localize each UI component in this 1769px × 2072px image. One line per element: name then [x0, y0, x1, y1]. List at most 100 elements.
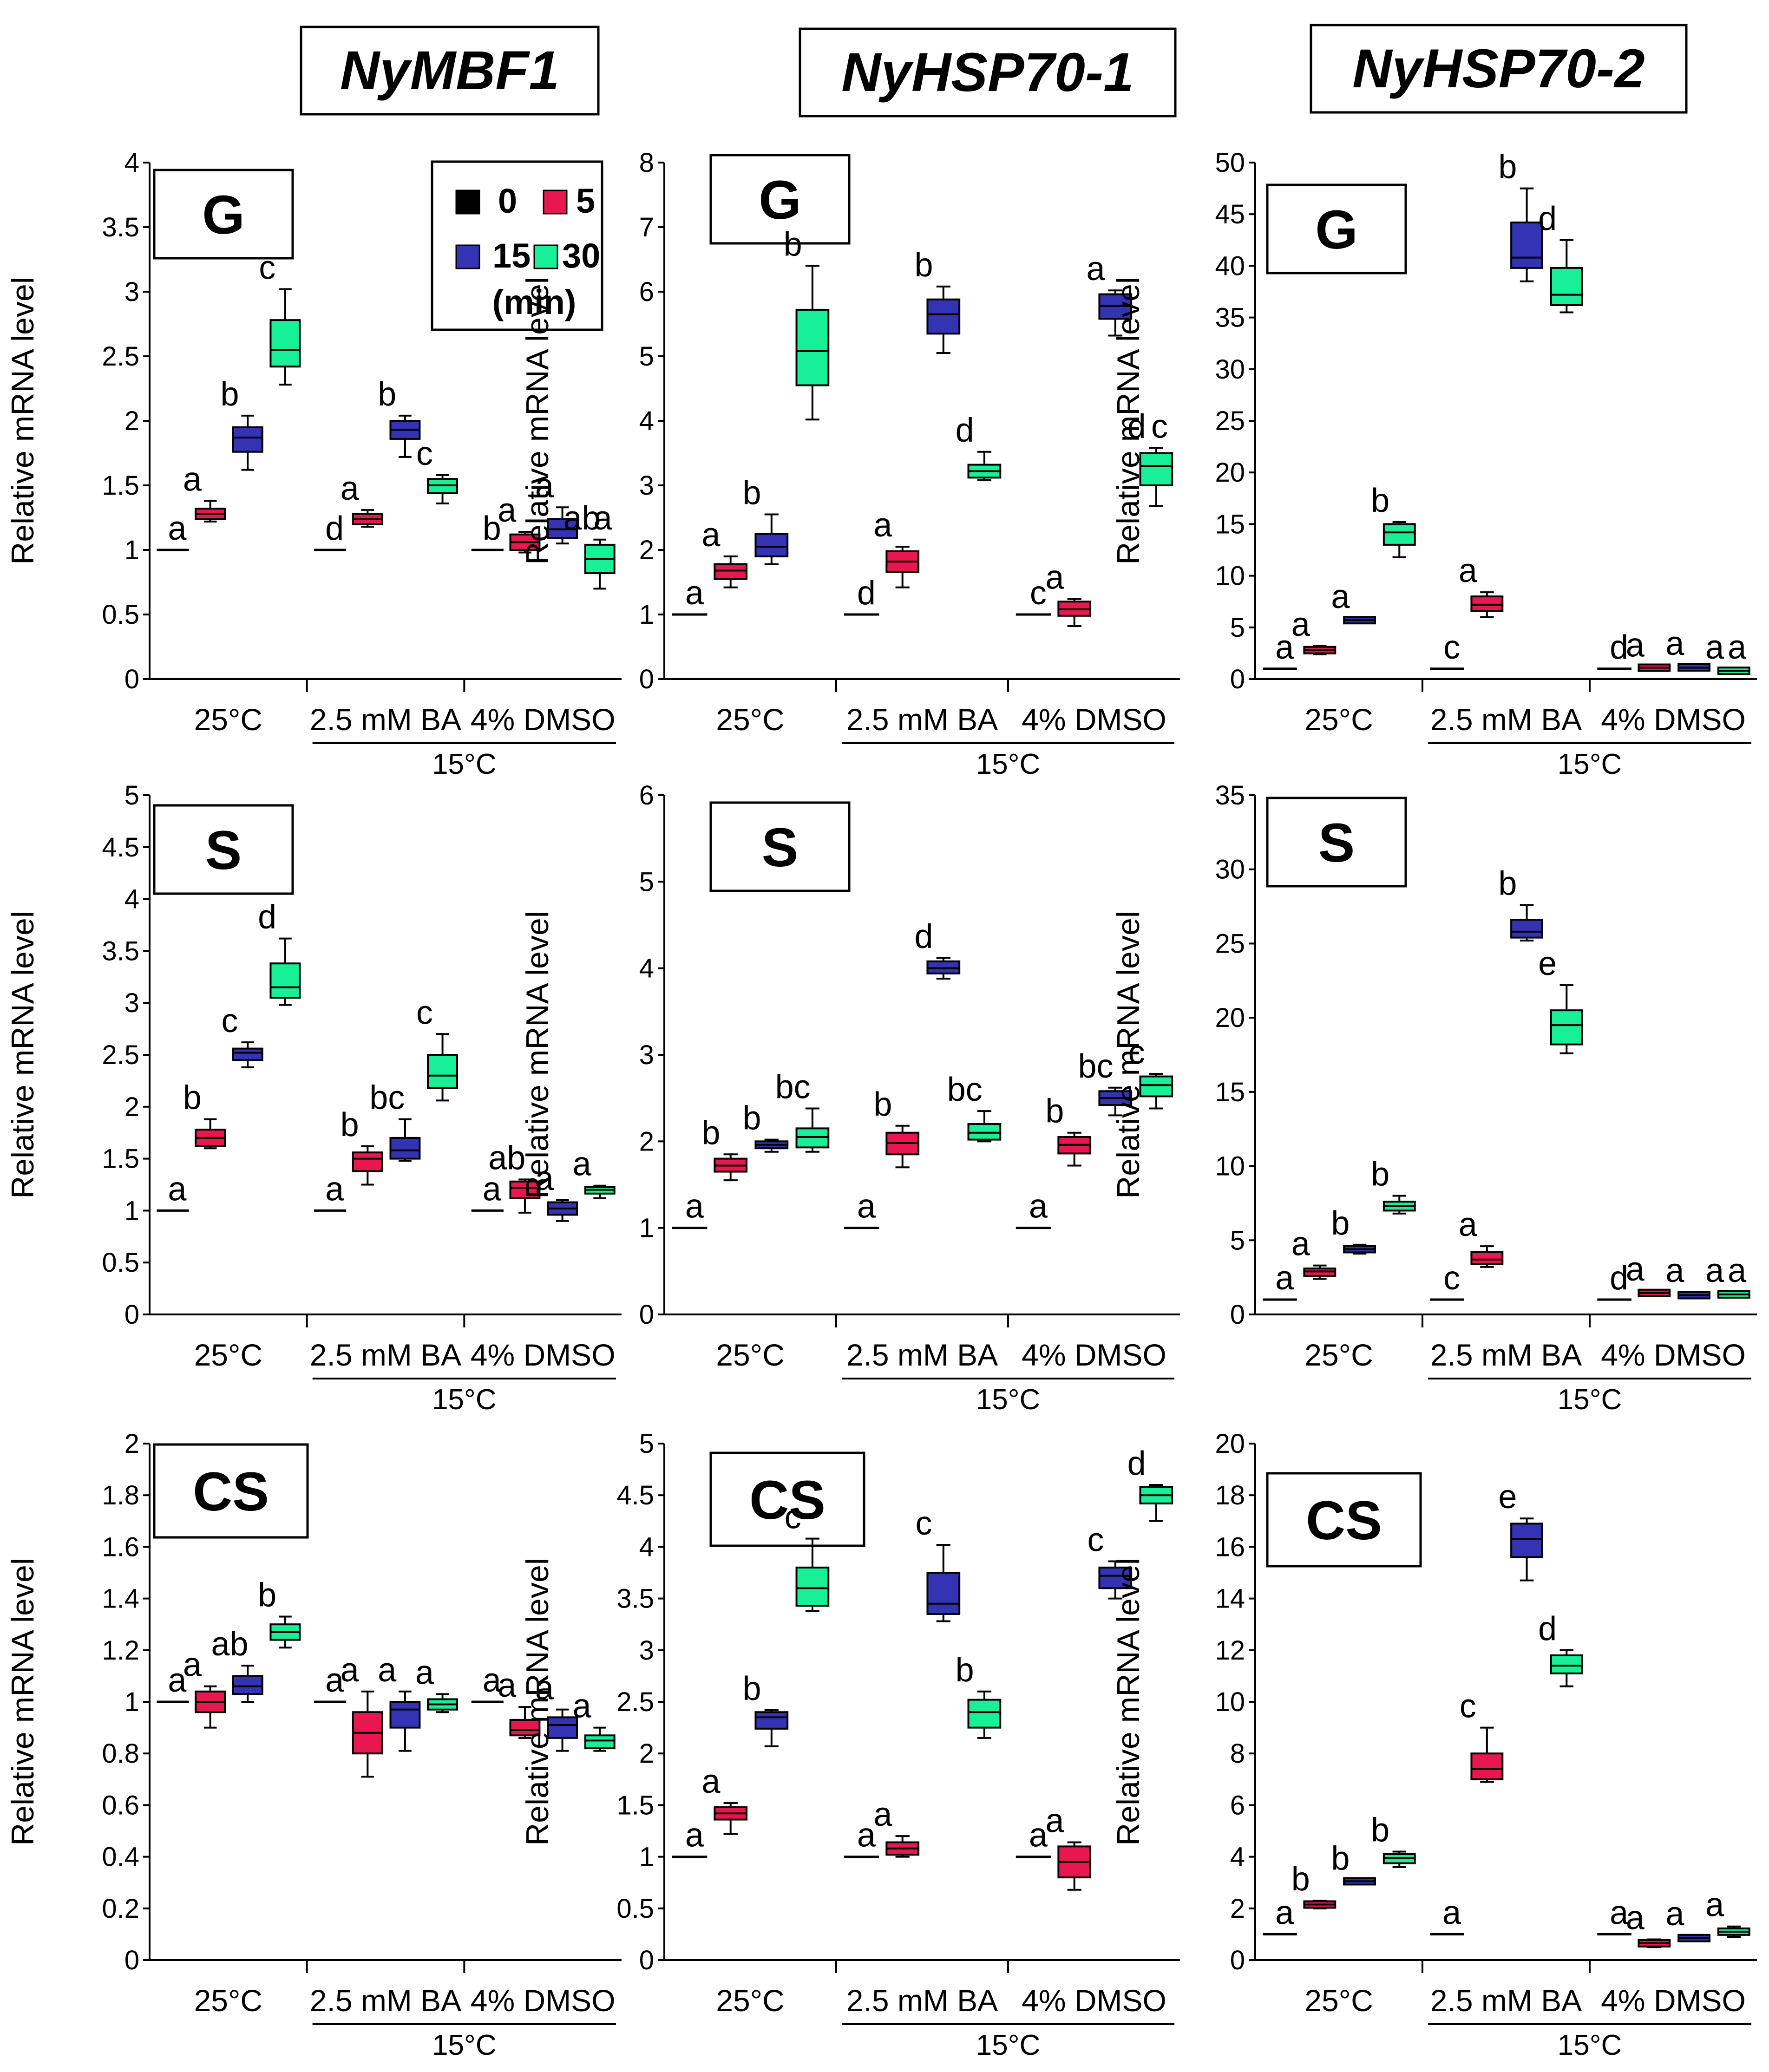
y-tick-label: 1.5 [102, 1144, 139, 1174]
box-iqr [509, 1180, 541, 1199]
box-iqr [926, 1572, 961, 1615]
box-25-c-t5 [195, 1685, 226, 1729]
significance-label: a [1275, 1260, 1294, 1297]
box-2-5-mm-ba-t30 [967, 451, 1002, 481]
box-2-5-mm-ba-t30 [967, 1690, 1002, 1739]
y-tick-label: 2 [124, 1092, 139, 1122]
panel-label-box [709, 1451, 865, 1547]
box-2-5-mm-ba-t15 [926, 285, 961, 354]
significance-label: a [573, 1688, 592, 1725]
box-4-dmso-t5 [1638, 663, 1671, 672]
box-25-c-t15 [232, 1665, 263, 1703]
box-2-5-mm-ba-t15 [389, 1690, 421, 1752]
y-tick-label: 6 [639, 780, 654, 810]
significance-label: a [1705, 1887, 1724, 1924]
significance-label: a [325, 1662, 344, 1699]
significance-label: b [873, 1086, 892, 1123]
gene-title-text: NyMBF1 [340, 40, 559, 101]
box-4-dmso-t5 [1057, 1131, 1092, 1167]
box-4-dmso-t5 [1638, 1288, 1671, 1297]
panel-g-nyhsp70-2: 0 5 10 15 20 25 30 35 40 45 50 Relative mRNA level 2… [1111, 148, 1757, 780]
y-tick-label: 35 [1215, 303, 1245, 333]
significance-label: a [498, 1667, 517, 1704]
y-tick-label: 1.5 [102, 471, 139, 501]
significance-label: ab [211, 1626, 249, 1663]
significance-label: d [1127, 408, 1146, 445]
panel-s-nymbf1: 0 0.5 1 1.5 2 2.5 3 3.5 4 4.5 5 Relative mRNA level… [5, 780, 622, 1416]
y-tick-label: 0 [124, 664, 139, 694]
panel-label-box [709, 801, 851, 892]
significance-label: a [1442, 1894, 1461, 1931]
x-group-label: 2.5 mM BA [846, 1338, 998, 1372]
y-tick-label: 2 [639, 535, 654, 565]
box-iqr [389, 1701, 421, 1729]
significance-label: a [1665, 1252, 1684, 1289]
significance-label: c [1128, 1034, 1145, 1071]
box-25-c-t5 [714, 555, 748, 588]
significance-label: c [222, 1002, 238, 1039]
legend: 0 5 15 30 (min) [431, 160, 603, 331]
significance-label: c [416, 994, 433, 1031]
y-tick-label: 2.5 [616, 1687, 654, 1717]
box-4-dmso-t30 [1139, 1072, 1173, 1110]
box-iqr [232, 1047, 263, 1061]
legend-swatch-5 [543, 190, 568, 215]
significance-label: c [416, 435, 433, 472]
x-group-label: 2.5 mM BA [846, 1983, 998, 2018]
y-tick-label: 4 [124, 148, 139, 178]
significance-label: a [1626, 1251, 1645, 1288]
box-2-5-mm-ba-t30 [1550, 984, 1583, 1054]
box-2-5-mm-ba-t5 [885, 1835, 920, 1858]
box-2-5-mm-ba-t5 [352, 1690, 383, 1778]
significance-label: d [1538, 1610, 1557, 1647]
box-iqr [795, 1566, 830, 1607]
box-2-5-mm-ba-t30 [967, 1110, 1002, 1143]
legend-swatch-15 [455, 244, 480, 269]
significance-label: a [685, 1188, 704, 1225]
y-tick-label: 16 [1215, 1532, 1245, 1562]
x-group-label: 25°C [716, 702, 784, 737]
y-tick-label: 1 [124, 535, 139, 565]
x-group-label: 2.5 mM BA [310, 1983, 461, 2018]
significance-label: bc [947, 1071, 983, 1108]
significance-label: a [483, 1662, 502, 1699]
box-25-c-t15 [1343, 1243, 1376, 1255]
significance-label: a [168, 1170, 187, 1208]
y-tick-label: 25 [1215, 406, 1245, 436]
gene-title-box [1310, 24, 1688, 114]
significance-label: a [594, 500, 613, 537]
significance-label: a [857, 1188, 876, 1225]
significance-label: b [1371, 1811, 1389, 1849]
box-25-c-t5 [1303, 1264, 1337, 1280]
y-tick-label: 30 [1215, 855, 1245, 885]
significance-label: a [183, 1647, 202, 1684]
box-4-dmso-t15 [547, 1708, 578, 1752]
box-25-c-t5 [195, 1118, 226, 1150]
significance-label: ab [563, 500, 600, 537]
box-iqr [1550, 267, 1583, 306]
legend-swatch-0 [455, 190, 480, 215]
box-25-c-t30 [269, 937, 301, 1006]
panel-label-box [153, 169, 294, 260]
box-iqr [1550, 1009, 1583, 1046]
significance-label: bc [369, 1079, 405, 1117]
y-tick-label: 0 [1230, 664, 1245, 694]
temp-label: 15°C [432, 748, 497, 780]
panel-label-box [153, 804, 294, 895]
panel-s-nyhsp70-1: 0 1 2 3 4 5 6 Relative mRNA level 25°C 2.5 mM BA 4… [520, 780, 1180, 1416]
box-4-dmso-t30 [1717, 1925, 1750, 1938]
y-axis-label: Relative mRNA level [1111, 911, 1146, 1199]
x-group-label: 25°C [716, 1338, 784, 1372]
significance-label: a [873, 1796, 892, 1833]
box-4-dmso-t30 [1139, 447, 1173, 507]
significance-label: a [1728, 1252, 1747, 1289]
y-tick-label: 18 [1215, 1480, 1245, 1510]
legend-label-15: 15 [492, 236, 531, 275]
x-group-label: 2.5 mM BA [1430, 702, 1582, 737]
significance-label: c [1088, 1522, 1104, 1559]
panel-g-nymbf1: 0 0.5 1 1.5 2 2.5 3 3.5 4 Relative mRNA level 25°C… [5, 148, 622, 780]
significance-label: d [258, 899, 276, 936]
significance-label: a [1665, 1896, 1684, 1933]
y-tick-label: 2.5 [102, 341, 139, 372]
significance-label: d [325, 510, 344, 547]
